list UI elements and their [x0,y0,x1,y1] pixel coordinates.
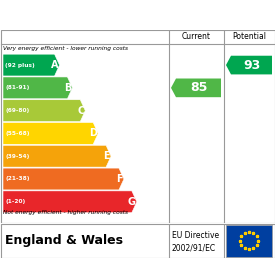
Text: (92 plus): (92 plus) [5,62,35,68]
Text: (39-54): (39-54) [5,154,29,159]
Polygon shape [226,56,272,74]
Polygon shape [3,168,124,190]
Text: Very energy efficient - lower running costs: Very energy efficient - lower running co… [3,46,128,51]
Text: F: F [116,174,123,184]
Polygon shape [3,145,111,167]
Text: A: A [51,60,59,70]
Polygon shape [3,100,85,122]
Bar [226,225,272,256]
Text: D: D [89,128,97,139]
Text: England & Wales: England & Wales [5,234,123,247]
Text: 85: 85 [190,81,207,94]
Polygon shape [3,123,98,144]
Text: (55-68): (55-68) [5,131,29,136]
Text: (69-80): (69-80) [5,108,29,113]
Text: Energy Efficiency Rating: Energy Efficiency Rating [8,8,199,22]
Polygon shape [3,54,59,76]
Polygon shape [3,191,137,213]
Polygon shape [171,78,221,97]
Text: (1-20): (1-20) [5,199,25,204]
Text: 93: 93 [243,59,260,71]
Text: Not energy efficient - higher running costs: Not energy efficient - higher running co… [3,210,128,215]
Text: Potential: Potential [232,32,266,41]
Polygon shape [3,77,72,99]
Text: (21-38): (21-38) [5,176,29,181]
Text: E: E [103,151,110,161]
Text: 2002/91/EC: 2002/91/EC [172,244,216,253]
Text: Current: Current [182,32,211,41]
Text: EU Directive: EU Directive [172,231,219,240]
Text: C: C [77,106,84,116]
Text: B: B [64,83,72,93]
Text: (81-91): (81-91) [5,85,29,90]
Text: G: G [128,197,136,207]
